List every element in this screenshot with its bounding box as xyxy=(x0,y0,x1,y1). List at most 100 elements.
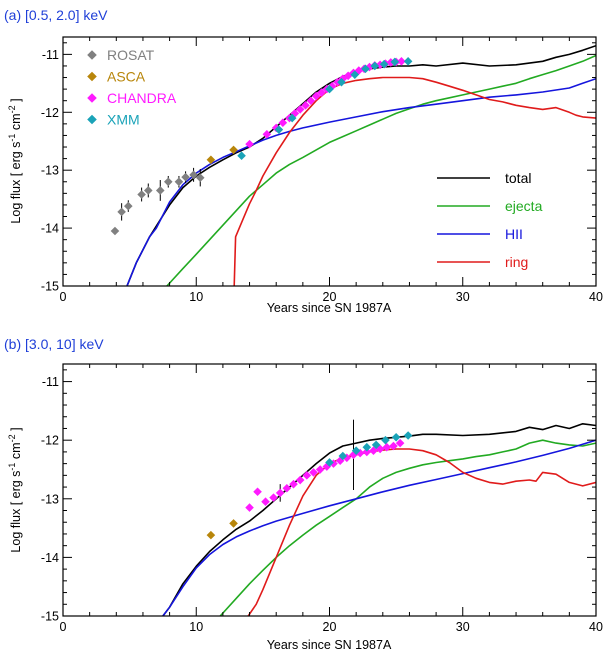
data-point-xmm xyxy=(381,435,390,445)
data-point-xmm xyxy=(403,431,413,440)
panel-b-clipped xyxy=(162,419,596,616)
data-point-asca xyxy=(206,155,216,165)
y-label-end-a: ] xyxy=(9,98,23,105)
y-tick-label: -12 xyxy=(41,106,59,120)
series-line-total xyxy=(126,44,596,286)
data-point-rosat xyxy=(174,177,184,187)
x-tick-label: 0 xyxy=(60,620,67,634)
data-point-asca xyxy=(206,530,216,540)
data-point-xmm xyxy=(338,451,348,461)
panel-a-x-axis-label: Years since SN 1987A xyxy=(267,301,392,315)
data-point-chandra xyxy=(375,444,385,454)
data-point-xmm xyxy=(371,440,381,450)
panel-a-clipped xyxy=(110,44,596,286)
series-line-ring xyxy=(247,448,596,616)
panel-a-legend: ROSAT ASCA CHANDRA XMM total ejecta HII ring xyxy=(87,47,543,270)
data-point-chandra xyxy=(245,503,254,512)
data-point-chandra xyxy=(301,101,310,110)
y-label-main-b: Log flux [ erg s xyxy=(9,471,23,553)
y-tick-label: -15 xyxy=(41,610,59,624)
data-point-xmm xyxy=(379,59,389,69)
data-point-rosat xyxy=(143,186,153,195)
legend-label-rosat: ROSAT xyxy=(107,47,155,63)
data-point-xmm xyxy=(350,70,360,79)
data-point-xmm xyxy=(351,446,361,456)
x-tick-label: 30 xyxy=(456,290,470,304)
data-point-xmm xyxy=(237,151,246,161)
y-label-main-a: Log flux [ erg s xyxy=(9,142,23,224)
data-point-chandra xyxy=(342,453,352,463)
data-point-xmm xyxy=(287,113,297,123)
data-point-chandra xyxy=(365,62,374,72)
y-tick-label: -12 xyxy=(41,434,59,448)
y-tick-label: -11 xyxy=(42,375,59,389)
x-tick-label: 10 xyxy=(189,620,203,634)
data-point-rosat xyxy=(189,170,198,180)
data-point-chandra xyxy=(397,57,406,66)
data-point-xmm xyxy=(390,57,400,67)
data-point-chandra xyxy=(382,442,392,452)
data-point-chandra xyxy=(311,91,321,101)
data-point-chandra xyxy=(395,438,405,448)
y-tick-label: -14 xyxy=(41,551,59,565)
legend-label-xmm: XMM xyxy=(107,112,140,128)
series-line-ejecta xyxy=(219,439,596,616)
data-point-chandra xyxy=(309,468,318,477)
data-point-chandra xyxy=(269,493,278,502)
data-point-chandra xyxy=(315,465,325,474)
data-point-chandra xyxy=(253,487,262,497)
legend-marker-xmm xyxy=(87,114,97,125)
data-point-chandra xyxy=(282,483,292,493)
y-tick-label: -14 xyxy=(41,222,59,236)
y-label-sup1-a: -1 xyxy=(7,134,17,142)
x-tick-label: 20 xyxy=(323,620,337,634)
data-point-chandra xyxy=(245,139,254,149)
data-point-xmm xyxy=(370,61,380,71)
panel-a-axis-ticks: 0 10 20 30 40 -15 -14 -13 -12 -11 xyxy=(41,37,603,304)
data-point-asca xyxy=(229,519,238,528)
data-point-chandra xyxy=(369,446,378,456)
y-label-cm-a: cm xyxy=(9,113,23,133)
panel-a-y-axis-label: Log flux [ erg s-1 cm-2 ] xyxy=(7,98,23,223)
data-point-xmm xyxy=(325,84,334,94)
data-point-rosat xyxy=(123,201,133,211)
legend-label-total: total xyxy=(505,170,531,186)
x-tick-label: 10 xyxy=(189,290,203,304)
legend-label-hii: HII xyxy=(505,226,523,242)
data-point-xmm xyxy=(274,125,284,134)
y-tick-label: -13 xyxy=(41,164,59,178)
data-point-asca xyxy=(229,145,238,155)
data-point-rosat xyxy=(155,186,165,195)
data-point-chandra xyxy=(261,497,270,507)
data-point-xmm xyxy=(361,64,370,74)
panel-a-plot-area xyxy=(110,44,596,286)
data-point-rosat xyxy=(117,207,126,217)
x-tick-label: 0 xyxy=(60,290,67,304)
data-point-chandra xyxy=(278,118,288,128)
data-point-chandra xyxy=(349,450,358,460)
data-point-chandra xyxy=(289,479,298,489)
data-point-xmm xyxy=(325,458,334,467)
panel-b-axis-ticks: 0 10 20 30 40 -15 -14 -13 -12 -11 xyxy=(41,364,603,634)
x-tick-label: 40 xyxy=(589,290,603,304)
panel-a-title: (a) [0.5, 2.0] keV xyxy=(4,7,108,23)
panel-b-title: (b) [3.0, 10] keV xyxy=(4,336,104,352)
data-point-xmm xyxy=(403,57,413,66)
data-point-rosat xyxy=(163,177,173,187)
series-line-ejecta xyxy=(166,54,596,286)
x-tick-label: 30 xyxy=(456,620,470,634)
y-label-sup2-a: -2 xyxy=(7,105,17,113)
panel-b-frame xyxy=(62,363,597,617)
x-tick-label: 20 xyxy=(323,290,337,304)
data-point-chandra xyxy=(290,109,300,118)
data-point-chandra xyxy=(306,96,316,105)
data-point-chandra xyxy=(271,123,281,133)
x-tick-label: 40 xyxy=(589,620,603,634)
panel-b-x-axis-label: Years since SN 1987A xyxy=(267,638,392,652)
y-label-sup1-b: -1 xyxy=(7,463,17,471)
data-point-rosat xyxy=(181,172,190,182)
legend-label-chandra: CHANDRA xyxy=(107,90,177,106)
y-label-end-b: ] xyxy=(9,427,23,434)
data-point-chandra xyxy=(275,488,285,498)
